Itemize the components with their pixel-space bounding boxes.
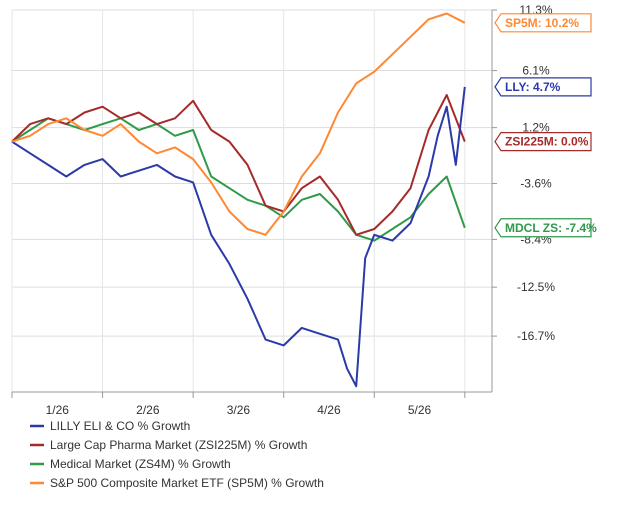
y-tick-labels: 11.3%6.1%1.2%-3.6%-8.4%-12.5%-16.7% [517, 3, 555, 343]
end-label-box [494, 132, 592, 152]
series-end-labels: LLY: 4.7% ZSI225M: 0.0% MDCL ZS: -7.4% SP5M… [494, 13, 597, 238]
series-line-1 [11, 94, 466, 236]
x-tick-label: 1/26 [46, 403, 70, 417]
end-label-text: SP5M: 10.2% [505, 16, 579, 30]
x-tick-label: 4/26 [317, 403, 341, 417]
axes [11, 9, 497, 398]
end-label-text: LLY: 4.7% [505, 80, 561, 94]
end-label-text: MDCL ZS: -7.4% [505, 221, 597, 235]
legend-label: Large Cap Pharma Market (ZSI225M) % Grow… [50, 438, 307, 452]
legend-label: S&P 500 Composite Market ETF (SP5M) % Gr… [50, 476, 324, 490]
legend-item-1: Large Cap Pharma Market (ZSI225M) % Grow… [30, 438, 307, 452]
series-lines [11, 12, 466, 388]
legend-item-2: Medical Market (ZS4M) % Growth [30, 457, 231, 471]
y-tick-label: 6.1% [522, 64, 550, 78]
y-tick-label: -3.6% [520, 177, 552, 191]
end-label-box [494, 77, 592, 97]
y-tick-label: -12.5% [517, 280, 555, 294]
series-line-0 [11, 86, 466, 388]
legend-label: LILLY ELI & CO % Growth [50, 419, 190, 433]
x-tick-label: 3/26 [227, 403, 251, 417]
end-label-2: MDCL ZS: -7.4% [494, 218, 597, 238]
x-tick-labels: 1/26 2/26 3/26 4/26 5/26 [46, 403, 432, 417]
y-tick-label: 1.2% [522, 121, 550, 135]
end-label-0: LLY: 4.7% [494, 77, 592, 97]
y-tick-label: -16.7% [517, 329, 555, 343]
legend-item-0: LILLY ELI & CO % Growth [30, 419, 190, 433]
x-tick-label: 5/26 [408, 403, 432, 417]
series-line-2 [11, 117, 466, 242]
legend: LILLY ELI & CO % Growth Large Cap Pharma … [30, 419, 324, 490]
end-label-1: ZSI225M: 0.0% [494, 132, 592, 152]
legend-item-3: S&P 500 Composite Market ETF (SP5M) % Gr… [30, 476, 324, 490]
x-tick-label: 2/26 [136, 403, 160, 417]
series-line-3 [11, 12, 466, 236]
end-label-text: ZSI225M: 0.0% [505, 135, 589, 149]
end-label-3: SP5M: 10.2% [494, 13, 592, 33]
end-label-box [494, 13, 592, 33]
legend-label: Medical Market (ZS4M) % Growth [50, 457, 231, 471]
end-label-box [494, 218, 592, 238]
